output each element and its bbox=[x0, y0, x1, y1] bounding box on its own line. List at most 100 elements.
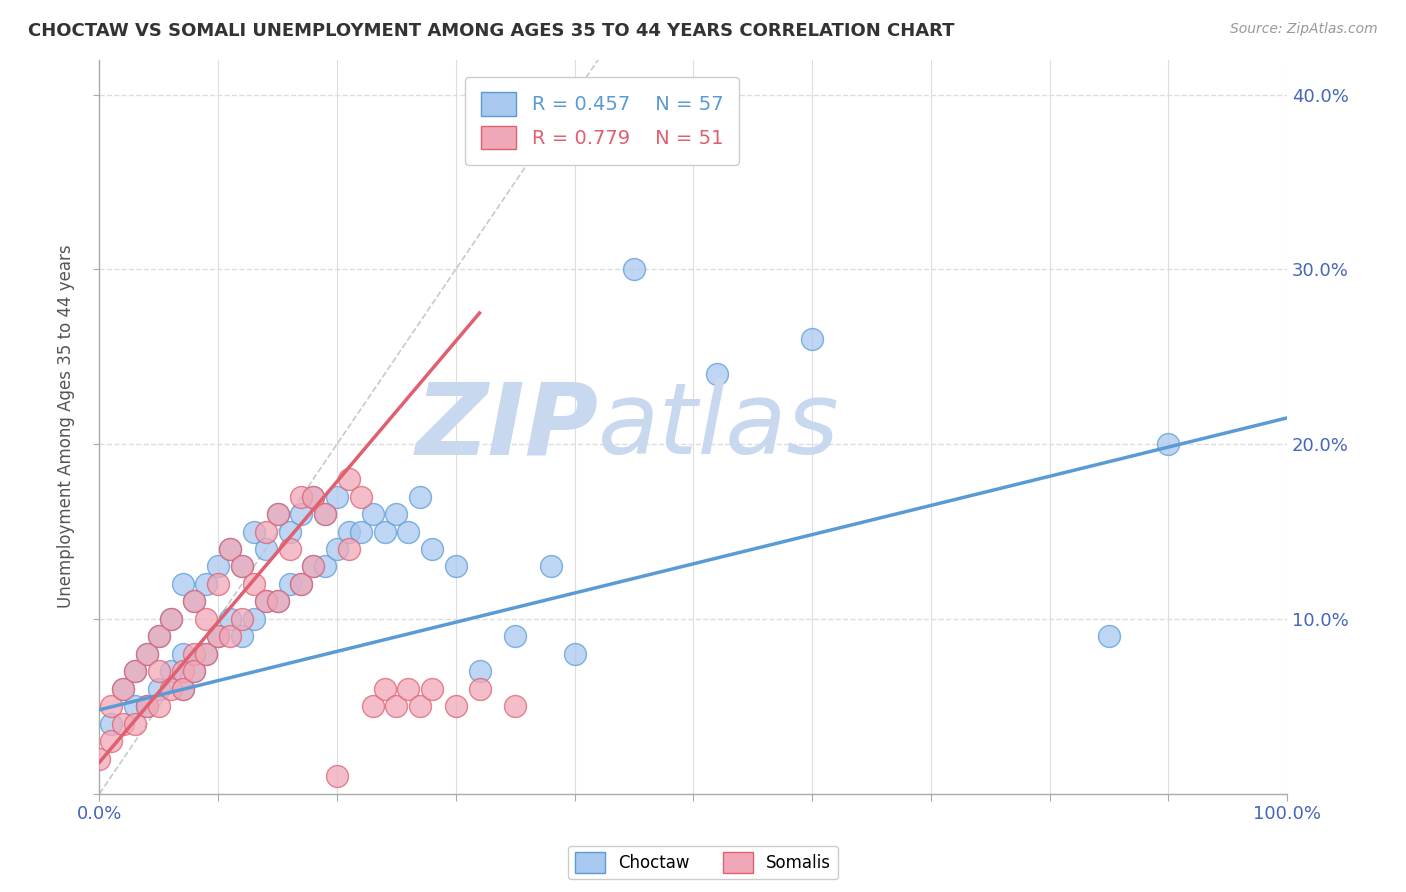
Point bbox=[148, 681, 170, 696]
Point bbox=[266, 594, 288, 608]
Point bbox=[361, 507, 384, 521]
Point bbox=[278, 524, 301, 539]
Point bbox=[207, 629, 229, 643]
Point bbox=[112, 681, 135, 696]
Point bbox=[302, 490, 325, 504]
Point bbox=[266, 507, 288, 521]
Point bbox=[337, 472, 360, 486]
Point bbox=[231, 612, 253, 626]
Point bbox=[183, 647, 205, 661]
Point bbox=[183, 594, 205, 608]
Point bbox=[290, 577, 312, 591]
Point bbox=[159, 665, 181, 679]
Point bbox=[231, 559, 253, 574]
Point bbox=[540, 559, 562, 574]
Point bbox=[148, 629, 170, 643]
Point bbox=[314, 507, 336, 521]
Point bbox=[444, 699, 467, 714]
Point bbox=[326, 541, 349, 556]
Text: Source: ZipAtlas.com: Source: ZipAtlas.com bbox=[1230, 22, 1378, 37]
Point bbox=[290, 490, 312, 504]
Point bbox=[1157, 437, 1180, 451]
Point bbox=[420, 541, 443, 556]
Point bbox=[112, 681, 135, 696]
Point bbox=[302, 559, 325, 574]
Point bbox=[183, 594, 205, 608]
Point bbox=[409, 699, 432, 714]
Point bbox=[219, 541, 242, 556]
Point bbox=[172, 681, 194, 696]
Point bbox=[1098, 629, 1121, 643]
Point bbox=[385, 507, 408, 521]
Point bbox=[314, 507, 336, 521]
Point bbox=[373, 524, 395, 539]
Point bbox=[219, 629, 242, 643]
Point bbox=[148, 699, 170, 714]
Point bbox=[136, 699, 159, 714]
Point bbox=[124, 716, 146, 731]
Point bbox=[231, 559, 253, 574]
Text: CHOCTAW VS SOMALI UNEMPLOYMENT AMONG AGES 35 TO 44 YEARS CORRELATION CHART: CHOCTAW VS SOMALI UNEMPLOYMENT AMONG AGE… bbox=[28, 22, 955, 40]
Point bbox=[148, 629, 170, 643]
Point bbox=[266, 507, 288, 521]
Point bbox=[195, 647, 218, 661]
Point bbox=[219, 612, 242, 626]
Point bbox=[503, 699, 526, 714]
Point bbox=[159, 681, 181, 696]
Point bbox=[350, 490, 373, 504]
Text: ZIP: ZIP bbox=[415, 378, 599, 475]
Point bbox=[183, 665, 205, 679]
Point bbox=[100, 716, 122, 731]
Point bbox=[124, 665, 146, 679]
Point bbox=[124, 665, 146, 679]
Point bbox=[159, 612, 181, 626]
Legend: R = 0.457    N = 57, R = 0.779    N = 51: R = 0.457 N = 57, R = 0.779 N = 51 bbox=[465, 77, 738, 165]
Point bbox=[136, 647, 159, 661]
Point bbox=[172, 577, 194, 591]
Point bbox=[290, 577, 312, 591]
Y-axis label: Unemployment Among Ages 35 to 44 years: Unemployment Among Ages 35 to 44 years bbox=[58, 244, 75, 608]
Point bbox=[136, 699, 159, 714]
Point bbox=[361, 699, 384, 714]
Point bbox=[195, 577, 218, 591]
Point bbox=[219, 541, 242, 556]
Point bbox=[254, 524, 277, 539]
Point bbox=[706, 368, 728, 382]
Point bbox=[396, 524, 419, 539]
Point bbox=[148, 665, 170, 679]
Point bbox=[207, 559, 229, 574]
Point bbox=[243, 577, 266, 591]
Point bbox=[278, 577, 301, 591]
Point bbox=[231, 629, 253, 643]
Point bbox=[100, 699, 122, 714]
Legend: Choctaw, Somalis: Choctaw, Somalis bbox=[568, 846, 838, 880]
Point bbox=[350, 524, 373, 539]
Point bbox=[207, 577, 229, 591]
Point bbox=[254, 541, 277, 556]
Point bbox=[172, 647, 194, 661]
Point bbox=[243, 524, 266, 539]
Point bbox=[564, 647, 586, 661]
Point bbox=[420, 681, 443, 696]
Point bbox=[302, 490, 325, 504]
Point bbox=[337, 524, 360, 539]
Point bbox=[183, 665, 205, 679]
Point bbox=[278, 541, 301, 556]
Point bbox=[112, 716, 135, 731]
Point bbox=[444, 559, 467, 574]
Point bbox=[207, 629, 229, 643]
Point bbox=[503, 629, 526, 643]
Point bbox=[337, 541, 360, 556]
Point bbox=[254, 594, 277, 608]
Point bbox=[326, 490, 349, 504]
Point bbox=[159, 612, 181, 626]
Point bbox=[326, 769, 349, 783]
Point bbox=[195, 647, 218, 661]
Point bbox=[266, 594, 288, 608]
Point bbox=[385, 699, 408, 714]
Point bbox=[302, 559, 325, 574]
Point bbox=[254, 594, 277, 608]
Point bbox=[195, 612, 218, 626]
Point bbox=[100, 734, 122, 748]
Point bbox=[172, 681, 194, 696]
